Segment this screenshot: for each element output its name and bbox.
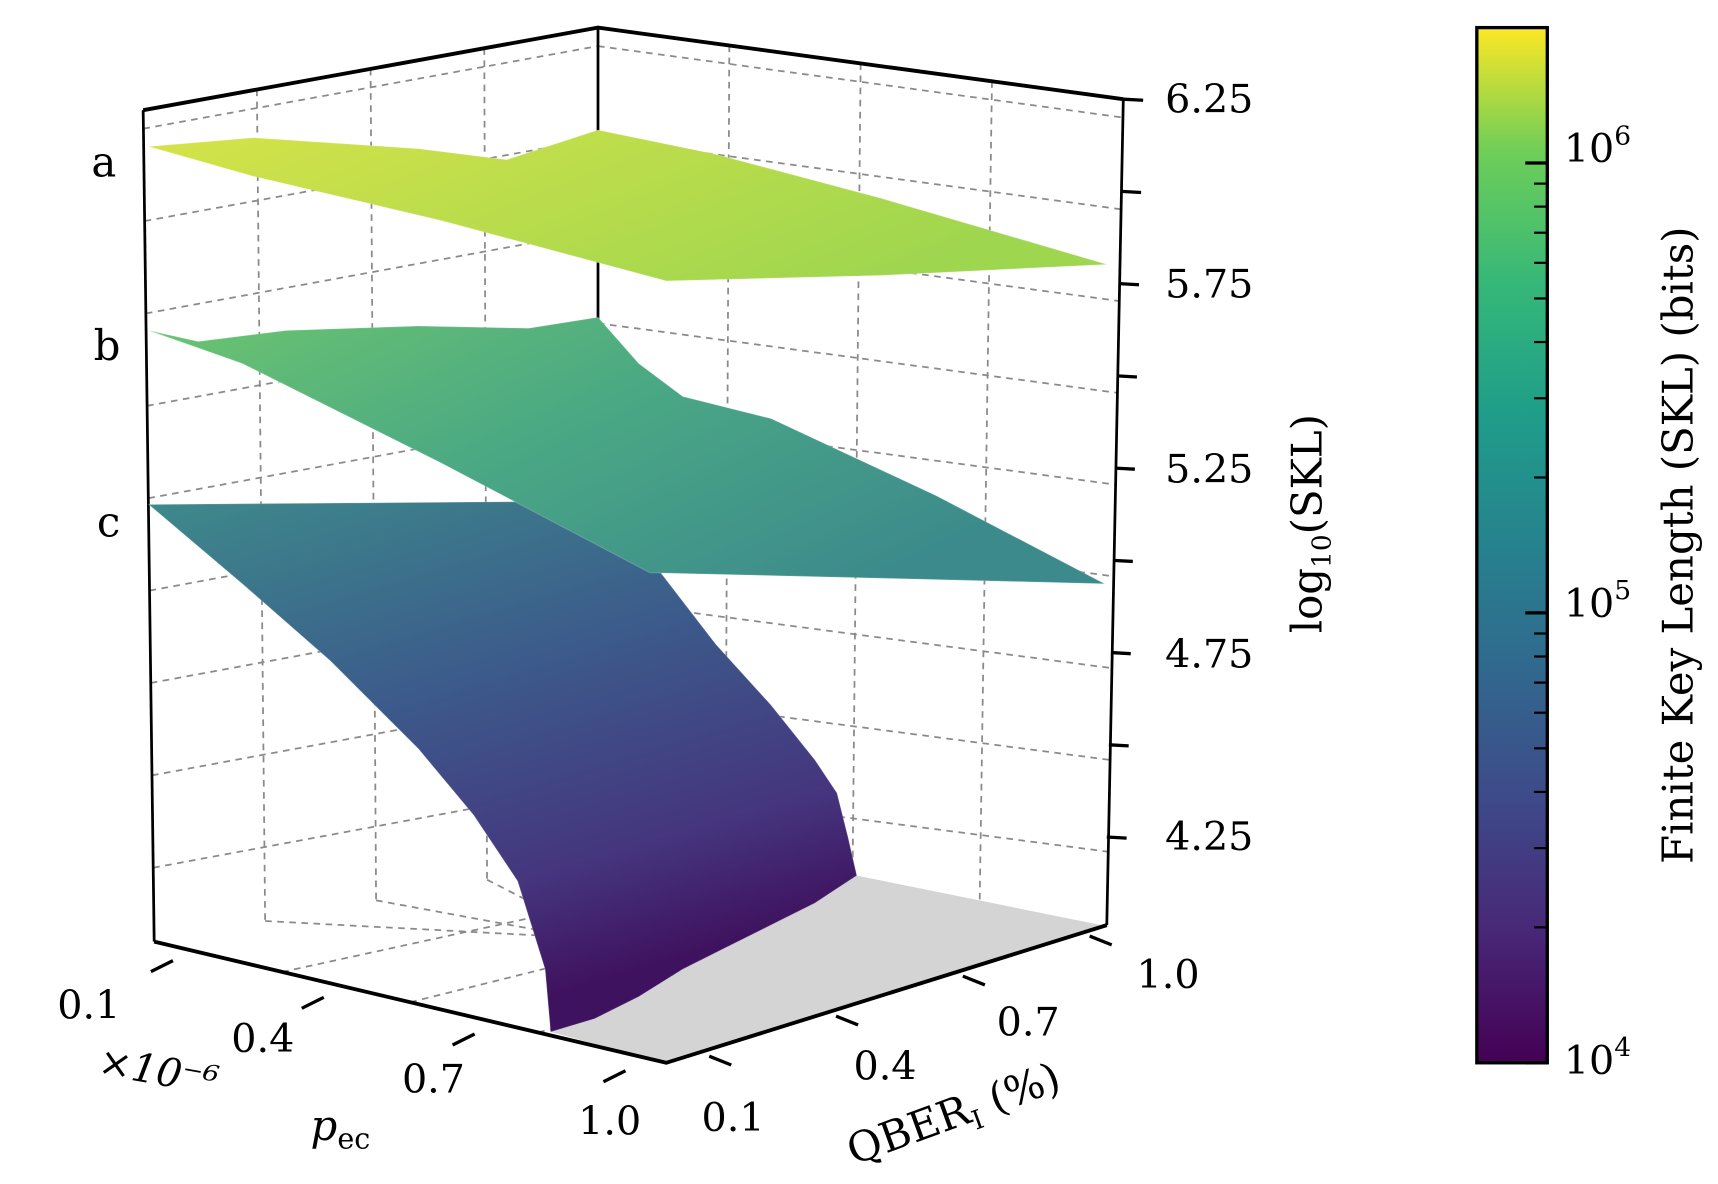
x-tick-mark: [602, 1069, 627, 1084]
grid-line-horizontal: [145, 229, 599, 315]
z-tick-mark: [1110, 650, 1131, 656]
x-tick-label: 1.0: [578, 1098, 641, 1144]
x-axis-label: pec: [311, 1101, 371, 1156]
z-tick-label: 4.75: [1165, 631, 1253, 677]
colorbar-label: Finite Key Length (SKL) (bits): [1654, 227, 1703, 864]
y-tick-label: 0.7: [997, 999, 1060, 1045]
colorbar-tick-label: 105: [1564, 575, 1631, 627]
series-label-b: b: [94, 321, 121, 370]
grid-line-vertical: [369, 68, 377, 901]
y-tick-mark: [1089, 934, 1113, 947]
y-tick-label: 1.0: [1137, 952, 1200, 998]
grid-line-horizontal: [597, 322, 1118, 394]
z-tick-label: 4.25: [1165, 814, 1253, 860]
y-tick-label: 0.1: [702, 1095, 765, 1141]
front-axes: [153, 923, 1108, 1065]
z-tick-mark: [1112, 558, 1133, 564]
z-tick-mark: [1119, 281, 1140, 287]
colorbar-ticks: [1525, 26, 1548, 1065]
z-tick-label: 5.25: [1165, 446, 1253, 492]
grid-line-vertical: [978, 81, 993, 909]
z-tick-mark: [1117, 374, 1138, 379]
series-label-a: a: [91, 137, 116, 186]
z-tick-label: 6.25: [1165, 76, 1253, 122]
colorbar-tick-label: 104: [1564, 1032, 1631, 1084]
colorbar-tick-label: 106: [1564, 120, 1631, 172]
z-tick-mark: [1123, 97, 1144, 102]
colorbar-gradient: [1475, 25, 1549, 1065]
y-tick-mark: [835, 1014, 859, 1027]
x-tick-mark: [301, 995, 325, 1010]
axis-ticks: [150, 97, 1144, 1084]
series-label-c: c: [97, 497, 120, 546]
surface-b: [148, 316, 1105, 585]
y-tick-mark: [708, 1054, 732, 1067]
x-multiplier: ×10⁻⁶: [95, 1038, 222, 1104]
x-tick-mark: [451, 1032, 476, 1047]
z-tick-mark: [1108, 743, 1129, 748]
y-tick-mark: [962, 974, 986, 987]
x-tick-label: 0.1: [57, 983, 120, 1029]
surface-a: [148, 129, 1107, 282]
z-tick-mark: [1121, 189, 1142, 195]
z-tick-label: 5.75: [1165, 261, 1253, 307]
x-tick-label: 0.7: [402, 1057, 465, 1103]
floor-zero-region: [550, 875, 1102, 1063]
x-tick-mark: [150, 959, 174, 974]
y-tick-label: 0.4: [853, 1043, 916, 1089]
z-tick-mark: [1106, 835, 1127, 840]
y-tick-labels: 0.1 0.4 0.7 1.0: [702, 952, 1200, 1141]
z-tick-mark: [1114, 466, 1135, 471]
x-tick-label: 0.4: [231, 1016, 294, 1062]
z-axis-label: log10(SKL): [1283, 414, 1338, 633]
x-tick-labels: 0.1 0.4 0.7 1.0: [57, 983, 641, 1145]
grid-line-horizontal: [597, 45, 1124, 119]
z-tick-labels: 6.25 5.75 5.25 4.75 4.25: [1165, 76, 1253, 860]
colorbar: 106 105 104 Finite Key Length (SKL) (bit…: [1475, 25, 1703, 1084]
